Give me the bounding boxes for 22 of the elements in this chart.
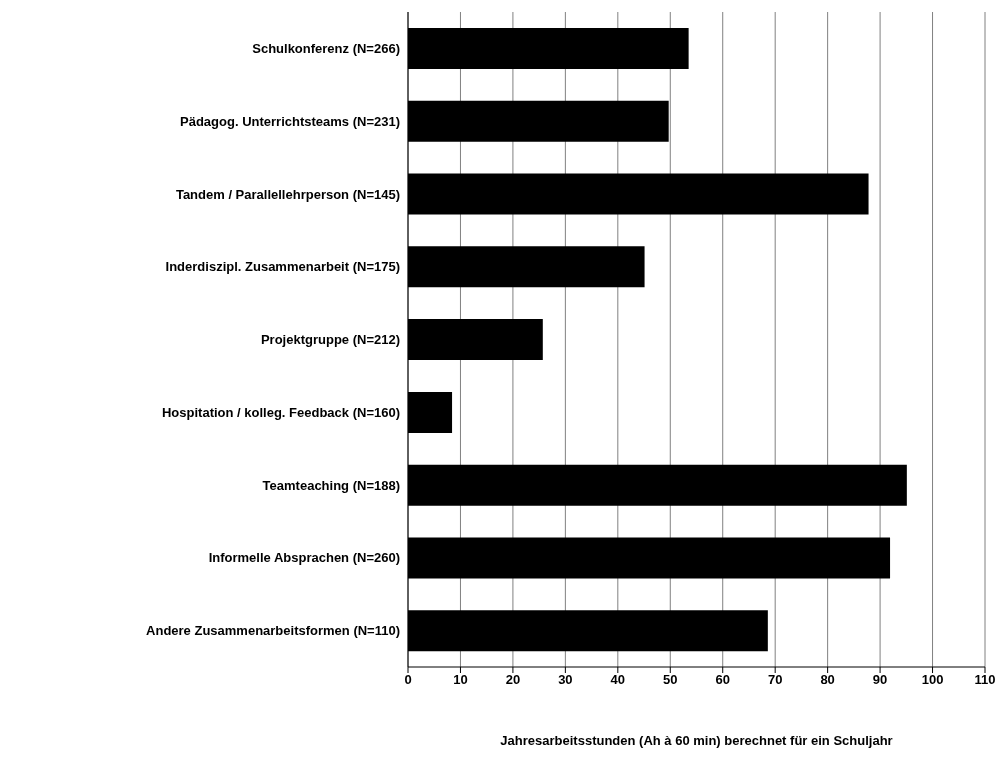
- y-tick-label: Inderdiszipl. Zusammenarbeit (N=175): [165, 259, 400, 275]
- y-tick-label: Tandem / Parallellehrperson (N=145): [175, 186, 400, 202]
- x-tick-label: 40: [610, 672, 626, 688]
- x-axis-title: Jahresarbeitsstunden (Ah à 60 min) berechnet für ein Schuljahr: [500, 733, 893, 748]
- x-tick-label: 70: [767, 672, 783, 688]
- x-tick-label: 80: [820, 672, 835, 688]
- y-tick-label: Teamteaching (N=188): [262, 477, 400, 493]
- y-tick-label: Andere Zusammenarbeitsformen (N=110): [146, 623, 400, 639]
- y-tick-label: Projektgruppe (N=212): [260, 332, 400, 348]
- y-tick-label: Informelle Absprachen (N=260): [208, 550, 400, 566]
- y-tick-label: Pädagog. Unterrichtsteams (N=231): [180, 113, 400, 129]
- x-tick-label: 30: [558, 672, 573, 688]
- y-tick-label: Hospitation / kolleg. Feedback (N=160): [161, 404, 400, 420]
- x-tick-label: 20: [505, 672, 521, 688]
- x-tick-label: 110: [974, 672, 996, 688]
- x-tick-label: 90: [872, 672, 888, 688]
- x-tick-label: 100: [921, 672, 944, 688]
- x-tick-label: 60: [715, 672, 730, 688]
- x-tick-label: 10: [453, 672, 468, 688]
- y-tick-label: Schulkonferenz (N=266): [252, 41, 400, 56]
- x-tick-label: 50: [663, 672, 678, 688]
- x-tick-label: 0: [404, 672, 412, 688]
